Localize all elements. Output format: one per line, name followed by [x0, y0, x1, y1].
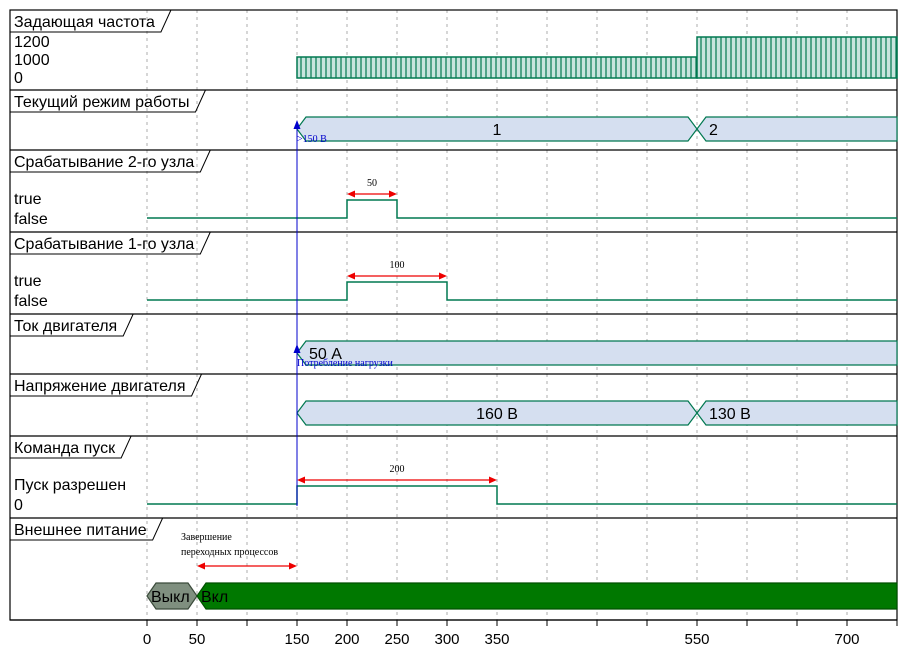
bus-segment	[296, 340, 898, 366]
tick-label: 550	[684, 631, 709, 648]
annotation-text: переходных процессов	[181, 547, 278, 558]
tick-label: 0	[143, 631, 151, 648]
signal-label: Напряжение двигателя	[14, 378, 186, 395]
level-label: false	[14, 211, 48, 228]
signal-label: Срабатывание 1-го узла	[14, 236, 194, 253]
binary-wave	[147, 199, 897, 219]
signal-header: Внешнее питание	[10, 517, 164, 541]
signal-header-tab	[10, 313, 134, 337]
dimension-label: 50	[367, 178, 377, 189]
bus-value: 1	[493, 122, 502, 139]
level-label: Пуск разрешен	[14, 477, 126, 494]
signal-waveform: 200	[147, 464, 897, 505]
dimension-label: 200	[390, 464, 405, 475]
signal-waveform: 100	[147, 260, 897, 301]
frequency-block	[296, 56, 698, 79]
signal-header: Ток двигателя	[10, 313, 134, 337]
dimension-arrow-right	[389, 190, 397, 198]
dimension-arrow-right	[439, 272, 447, 280]
event-markers: >150 В Потребление нагрузки	[293, 120, 393, 506]
tick-label: 300	[434, 631, 459, 648]
level-label: 1200	[14, 34, 50, 51]
state-value: Вкл	[201, 589, 228, 606]
dimension-arrow-left	[347, 190, 355, 198]
binary-wave	[147, 281, 897, 301]
bus-segment	[696, 400, 898, 426]
signal-header: Срабатывание 1-го узла	[10, 231, 211, 255]
level-label: 0	[14, 70, 23, 87]
level-label: true	[14, 273, 42, 290]
signal-header: Напряжение двигателя	[10, 373, 203, 397]
signal-waveform: Выкл Вкл Завершение переходных процессов	[146, 532, 898, 610]
frequency-block	[696, 36, 898, 79]
dimension-label: 100	[390, 260, 405, 271]
signal-label: Текущий режим работы	[14, 94, 189, 111]
bus-value: 130 В	[709, 406, 751, 423]
signal-label: Задающая частота	[14, 14, 155, 31]
event-marker-arrow	[293, 120, 301, 129]
tick-label: 250	[384, 631, 409, 648]
state-segment	[196, 582, 898, 610]
event-marker-arrow	[293, 344, 301, 353]
level-label: 0	[14, 497, 23, 514]
event-marker-label: Потребление нагрузки	[297, 358, 393, 369]
signal-header-tab	[10, 435, 132, 459]
event-marker-label: >150 В	[297, 134, 327, 145]
signal-label: Внешнее питание	[14, 522, 147, 539]
bus-value: 160 В	[476, 406, 518, 423]
signal-header: Задающая частота	[10, 9, 172, 33]
dimension-arrow-left	[347, 272, 355, 280]
signal-header: Текущий режим работы	[10, 89, 206, 113]
signal-header-tab	[10, 231, 211, 255]
signal-label: Срабатывание 2-го узла	[14, 154, 194, 171]
tick-label: 200	[334, 631, 359, 648]
dimension-arrow-left	[197, 562, 205, 570]
signal-header-tab	[10, 9, 172, 33]
level-label: 1000	[14, 52, 50, 69]
tick-label: 150	[284, 631, 309, 648]
signal-label: Ток двигателя	[14, 318, 117, 335]
bus-value: 50 А	[309, 346, 342, 363]
signal-waveform: 50	[147, 178, 897, 219]
state-value: Выкл	[151, 589, 190, 606]
signal-header: Команда пуск	[10, 435, 132, 459]
signal-header-tab	[10, 149, 211, 173]
dimension-arrow-right	[489, 476, 497, 484]
level-label: true	[14, 191, 42, 208]
time-axis: 0 50 150 200 250 300 350 550 700	[10, 619, 898, 648]
signal-header: Срабатывание 2-го узла	[10, 149, 211, 173]
tick-label: 700	[834, 631, 859, 648]
signal-header-tab	[10, 517, 164, 541]
signal-label: Команда пуск	[14, 440, 116, 457]
signal-waveform: 160 В 130 В	[296, 400, 898, 426]
annotation-text: Завершение	[181, 532, 232, 543]
level-label: false	[14, 293, 48, 310]
signal-waveform: 50 А	[296, 340, 898, 366]
signal-header-tab	[10, 89, 206, 113]
signal-header-tab	[10, 373, 203, 397]
bus-segment	[696, 116, 898, 142]
dimension-arrow-right	[289, 562, 297, 570]
binary-wave	[147, 485, 897, 505]
tick-label: 350	[484, 631, 509, 648]
signal-waveform	[296, 36, 898, 79]
bus-value: 2	[709, 122, 718, 139]
tick-label: 50	[189, 631, 206, 648]
dimension-arrow-left	[297, 476, 305, 484]
